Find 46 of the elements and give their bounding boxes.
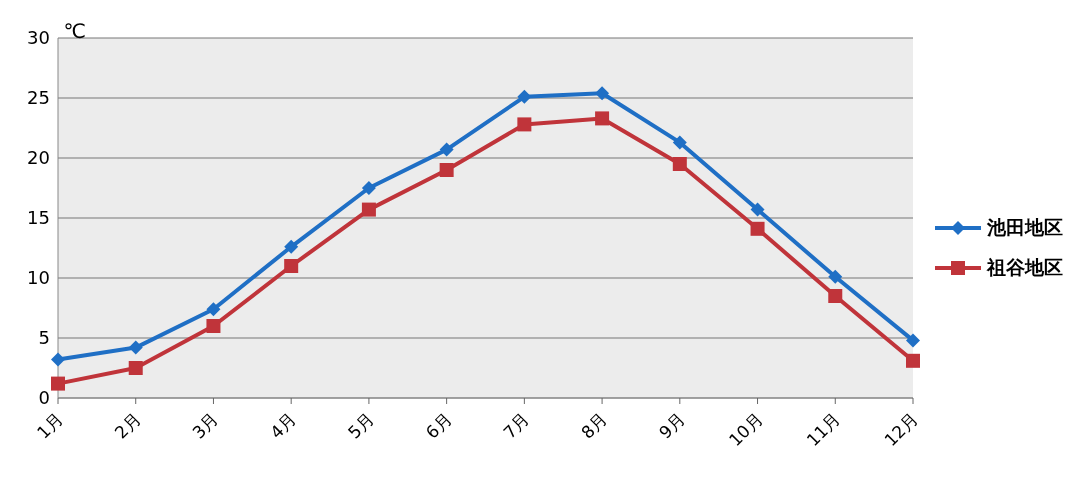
point <box>517 117 532 132</box>
point <box>517 89 532 104</box>
y-tick-label: 20 <box>27 147 50 169</box>
point <box>361 202 376 217</box>
point <box>361 181 376 195</box>
x-tick-label: 1月 <box>33 408 67 443</box>
x-tick-label: 6月 <box>421 408 456 443</box>
point <box>128 361 143 375</box>
point <box>51 376 65 391</box>
y-tick-label: 5 <box>38 327 50 349</box>
y-tick-label: 0 <box>38 387 50 409</box>
x-tick-label: 11月 <box>802 408 845 451</box>
point <box>284 259 299 273</box>
point <box>906 333 920 348</box>
y-tick-label: 25 <box>27 87 50 109</box>
legend-label: 池田地区 <box>987 215 1063 240</box>
y-axis-title: ℃ <box>63 19 86 44</box>
x-tick-label: 5月 <box>343 408 378 443</box>
y-tick-label: 15 <box>27 207 50 229</box>
x-tick-label: 3月 <box>188 408 223 443</box>
x-tick-label: 2月 <box>110 408 145 443</box>
point <box>672 135 687 150</box>
point <box>206 302 221 317</box>
point <box>750 202 765 217</box>
y-tick-label: 10 <box>27 267 50 289</box>
x-tick-label: 4月 <box>266 408 301 443</box>
point <box>906 353 920 368</box>
y-tick-label: 30 <box>27 27 50 49</box>
point <box>284 239 299 254</box>
point <box>595 111 610 126</box>
point <box>439 163 454 177</box>
point <box>439 142 454 157</box>
point <box>672 157 687 171</box>
legend-label: 祖谷地区 <box>987 255 1063 280</box>
point <box>206 319 221 333</box>
x-tick-label: 9月 <box>654 408 689 443</box>
x-tick-label: 12月 <box>880 408 922 451</box>
point <box>595 86 610 101</box>
x-tick-label: 8月 <box>577 408 611 443</box>
point <box>51 352 65 367</box>
point <box>828 289 843 303</box>
point <box>750 221 765 236</box>
x-tick-label: 7月 <box>499 408 534 443</box>
point <box>828 269 843 284</box>
x-tick-label: 10月 <box>724 408 767 451</box>
point <box>128 340 143 355</box>
